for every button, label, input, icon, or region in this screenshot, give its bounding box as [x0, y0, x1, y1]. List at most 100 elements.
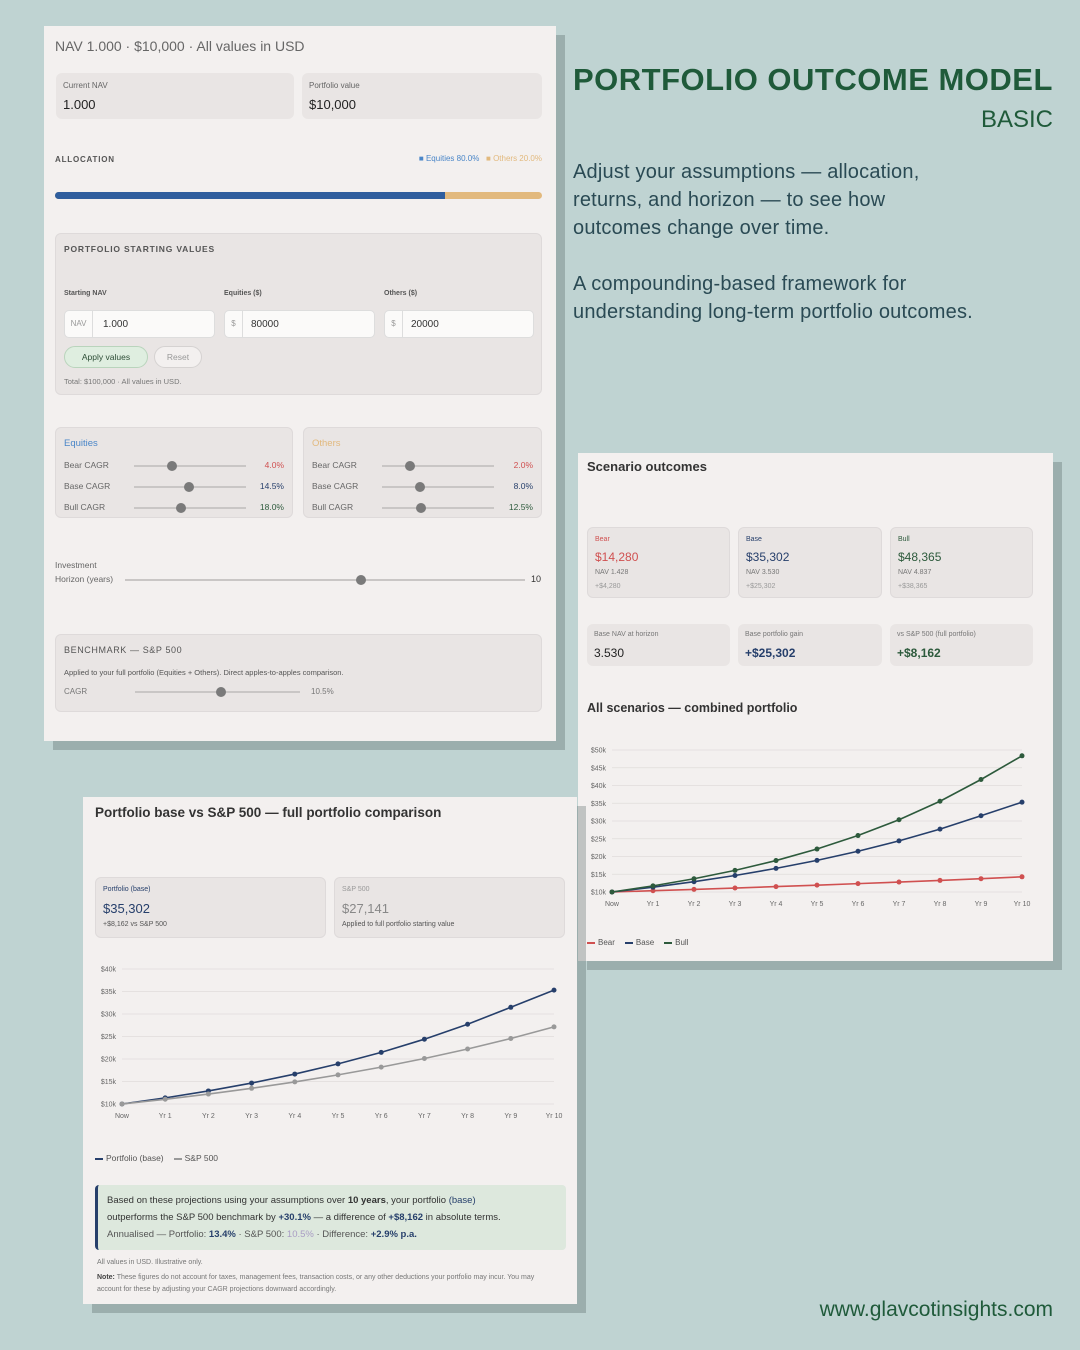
bull-nav: NAV 4.837	[898, 569, 932, 576]
x-tick-label: Yr 9	[975, 901, 988, 908]
summary-s5: outperforms the S&P 500 benchmark by	[107, 1212, 279, 1223]
y-tick-label: $15k	[591, 872, 607, 879]
comparison-chart: $10k $15k $20k $25k $30k $35k $40k Now Yr 1 Yr 2 Y…	[101, 967, 563, 1121]
equities-cagr-value: 18.0%	[259, 502, 284, 512]
benchmark-slider[interactable]	[135, 687, 300, 697]
bull-gain: +$38,365	[898, 583, 928, 590]
x-tick-label: Yr 7	[418, 1113, 431, 1120]
equities-cagr-slider[interactable]	[134, 461, 246, 471]
x-tick-label: Yr 8	[461, 1113, 474, 1120]
y-tick-label: $30k	[591, 819, 607, 826]
base-gain-label: Base portfolio gain	[745, 631, 803, 638]
note-usd: All values in USD. Illustrative only.	[97, 1259, 203, 1266]
benchmark-title: BENCHMARK — S&P 500	[64, 645, 183, 655]
others-row-label: Bear CAGR	[312, 460, 357, 470]
data-point	[773, 865, 779, 871]
y-tick-label: $35k	[591, 801, 607, 808]
starting-values-panel: PORTFOLIO STARTING VALUES Starting NAV E…	[55, 233, 542, 395]
y-tick-label: $45k	[591, 765, 607, 772]
data-point	[773, 858, 779, 864]
benchmark-slider-handle[interactable]	[215, 687, 226, 697]
others-dollar-prefix: $	[385, 311, 403, 337]
others-cagr-panel: Others Bear CAGR 2.0% Base CAGR 8.0% Bull CA…	[303, 427, 542, 518]
data-point	[378, 1049, 384, 1055]
total-note: Total: $100,000 · All values in USD.	[64, 377, 182, 386]
bear-gain: +$4,280	[595, 583, 621, 590]
legend-label: Bear	[598, 938, 615, 947]
data-point	[421, 1036, 427, 1042]
legend-entry: Bull	[664, 938, 688, 947]
others-input[interactable]: $ 20000	[384, 310, 534, 338]
others-cagr-slider[interactable]	[382, 503, 494, 513]
x-tick-label: Yr 6	[375, 1113, 388, 1120]
base-gain-value: +$25,302	[745, 646, 796, 660]
y-tick-label: $25k	[591, 836, 607, 843]
data-point	[335, 1061, 341, 1067]
others-cagr-value: 12.5%	[508, 502, 533, 512]
starting-nav-input[interactable]: NAV 1.000	[64, 310, 215, 338]
horizon-label: Investment Horizon (years)	[55, 560, 114, 584]
x-tick-label: Yr 10	[1014, 901, 1031, 908]
others-cagr-slider-handle[interactable]	[416, 503, 427, 513]
y-tick-label: $15k	[101, 1079, 117, 1086]
legend-swatch	[587, 941, 595, 944]
equities-fill	[55, 192, 445, 199]
portfolio-value: $10,000	[309, 97, 356, 112]
equities-cagr-slider-handle[interactable]	[176, 503, 187, 513]
data-point	[1019, 753, 1025, 759]
data-point	[421, 1056, 427, 1062]
x-tick-label: Yr 5	[811, 901, 824, 908]
data-point	[896, 838, 902, 844]
sp500-value: $27,141	[342, 901, 389, 916]
others-cagr-value: 8.0%	[513, 481, 533, 491]
starting-nav-label: Starting NAV	[64, 290, 107, 297]
reset-button[interactable]: Reset	[154, 346, 202, 368]
y-tick-label: $20k	[101, 1057, 117, 1064]
x-tick-label: Yr 3	[245, 1113, 258, 1120]
current-nav-box: Current NAV 1.000	[56, 73, 294, 119]
horizon-slider[interactable]	[125, 575, 525, 585]
data-point	[292, 1071, 298, 1077]
allocation-legend: ■ Equities 80.0% ■ Others 20.0%	[418, 154, 542, 163]
data-point	[896, 879, 902, 885]
legend-swatch	[95, 1157, 103, 1160]
bear-box: Bear $14,280 NAV 1.428 +$4,280	[587, 527, 730, 598]
data-point	[551, 987, 557, 993]
equities-panel-title: Equities	[64, 438, 98, 449]
data-point	[508, 1035, 514, 1041]
others-cagr-slider-handle[interactable]	[415, 482, 426, 492]
summary-s3: , your portfolio	[385, 1195, 449, 1206]
others-cagr-slider[interactable]	[382, 482, 494, 492]
others-row-label: Bull CAGR	[312, 502, 354, 512]
data-point	[691, 876, 697, 882]
equities-cagr-slider[interactable]	[134, 482, 246, 492]
starting-nav-value: 1.000	[103, 319, 129, 330]
x-tick-label: Yr 4	[288, 1113, 301, 1120]
series-line-bull	[611, 755, 1023, 893]
comparison-legend: Portfolio (base) S&P 500	[95, 1153, 228, 1163]
vs-sp-box: vs S&P 500 (full portfolio) +$8,162	[890, 624, 1033, 666]
equities-dollar-prefix: $	[225, 311, 243, 337]
equities-cagr-slider-handle[interactable]	[183, 482, 194, 492]
scenario-legend: Bear Base Bull	[587, 938, 698, 947]
scenario-chart-title: All scenarios — combined portfolio	[587, 701, 798, 715]
x-tick-label: Yr 2	[688, 901, 701, 908]
data-point	[896, 817, 902, 823]
data-point	[814, 882, 820, 888]
equities-input-label: Equities ($)	[224, 290, 262, 297]
others-cagr-slider-handle[interactable]	[405, 461, 415, 471]
equities-input[interactable]: $ 80000	[224, 310, 375, 338]
apply-values-button[interactable]: Apply values	[64, 346, 148, 368]
others-cagr-slider[interactable]	[382, 461, 494, 471]
equities-cagr-slider[interactable]	[134, 503, 246, 513]
others-input-label: Others ($)	[384, 290, 418, 297]
bull-value: $48,365	[898, 550, 942, 564]
equities-cagr-slider-handle[interactable]	[167, 461, 178, 471]
portfolio-base-value: $35,302	[103, 901, 150, 916]
summary-s7: — a difference of	[310, 1212, 389, 1223]
horizon-slider-handle[interactable]	[356, 575, 366, 585]
website-link[interactable]: www.glavcotinsights.com	[819, 1298, 1053, 1321]
base-box: Base $35,302 NAV 3.530 +$25,302	[738, 527, 882, 598]
y-tick-label: $35k	[101, 989, 117, 996]
data-point	[205, 1091, 211, 1097]
